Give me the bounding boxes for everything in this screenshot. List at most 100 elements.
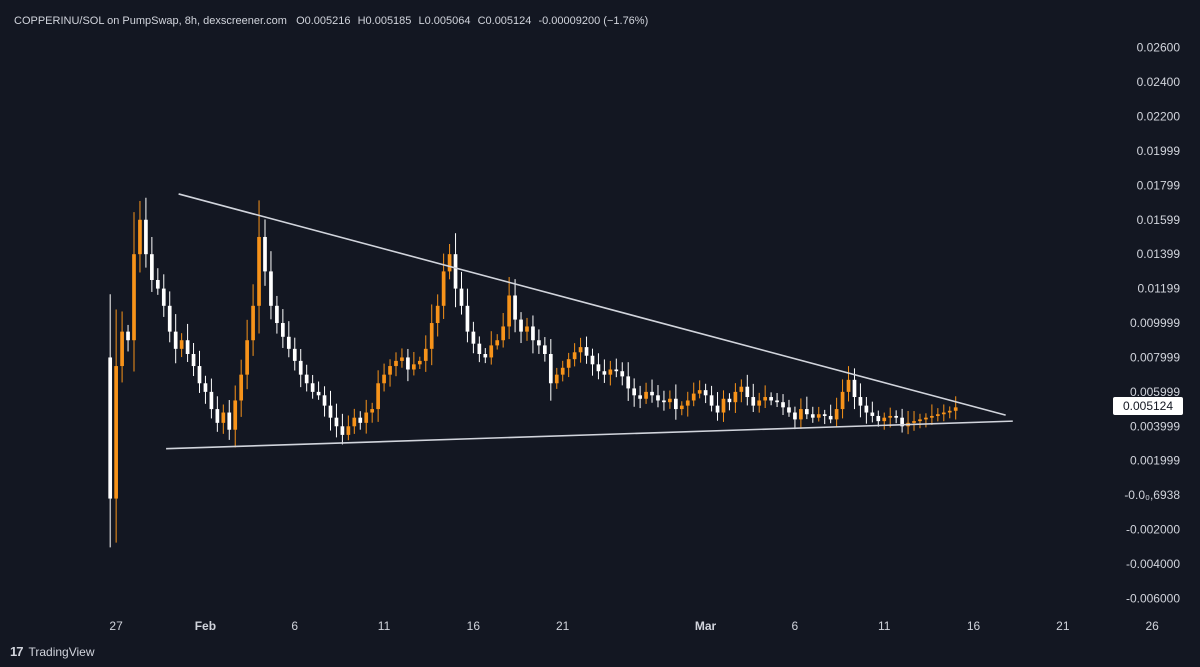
candle-body (584, 347, 589, 356)
candle-body (703, 390, 708, 396)
candle-body (286, 336, 291, 349)
candle-body (882, 417, 887, 422)
candle-body (233, 400, 238, 430)
candle-body (608, 369, 613, 375)
candle-body (650, 391, 654, 396)
candle-body (245, 340, 249, 375)
candle-body (417, 360, 422, 365)
candle-body (203, 383, 208, 392)
x-tick-label: 16 (967, 619, 981, 633)
x-tick-label: 21 (1056, 619, 1070, 633)
candle-body (900, 417, 904, 427)
candle-body (161, 288, 166, 306)
candle-body (126, 331, 130, 341)
candle-body (144, 219, 148, 255)
candle-body (251, 305, 255, 341)
y-tick-label: 0.02600 (1137, 41, 1181, 55)
candle-body (501, 326, 506, 341)
candle-body (912, 421, 916, 423)
candle-body (668, 398, 672, 403)
candle-body (763, 397, 768, 401)
candle-body (727, 398, 732, 403)
candle-body (644, 391, 648, 399)
candle-body (870, 412, 875, 416)
candle-body (578, 347, 583, 353)
tradingview-brand[interactable]: 17 TradingView (10, 644, 95, 659)
x-tick-label: 6 (792, 619, 799, 633)
candle-body (662, 400, 666, 403)
candle-body (733, 391, 738, 403)
candle-body (721, 398, 726, 413)
candle-body (423, 348, 428, 361)
candle-body (483, 354, 488, 358)
candle-body (626, 376, 631, 389)
y-tick-label: 0.001999 (1130, 454, 1180, 468)
candle-body (441, 271, 446, 306)
x-tick-label: 11 (378, 619, 391, 633)
candle-body (352, 417, 357, 427)
candle-body (888, 415, 893, 418)
x-tick-label: 16 (467, 619, 481, 633)
candle-body (394, 360, 398, 367)
candle-body (572, 352, 577, 360)
candle-body (489, 345, 494, 358)
candle-body (191, 354, 196, 367)
candle-body (632, 388, 637, 396)
candle-body (406, 357, 410, 370)
candle-body (155, 279, 160, 289)
candle-body (810, 414, 815, 418)
candle-body (787, 407, 791, 413)
candle-body (781, 402, 785, 408)
candle-body (941, 412, 946, 415)
candle-body (150, 254, 154, 280)
candle-body (447, 254, 452, 272)
candle-body (822, 414, 827, 416)
y-tick-label: 0.009999 (1130, 316, 1180, 330)
candle-body (846, 379, 851, 392)
candles-layer (108, 197, 958, 548)
candle-body (554, 374, 559, 384)
candle-body (328, 405, 333, 418)
time-axis: 27 Feb 6 11 16 21 Mar 6 11 16 21 26 (109, 619, 1159, 633)
candle-body (638, 395, 642, 399)
candle-body (459, 288, 464, 306)
candle-body (566, 359, 571, 368)
candle-body (947, 410, 952, 413)
candle-body (275, 305, 279, 324)
candle-body (138, 219, 142, 255)
candle-body (537, 340, 541, 346)
candle-body (876, 415, 881, 422)
candle-body (358, 417, 363, 423)
candle-body (745, 386, 750, 398)
candle-body (620, 371, 625, 377)
candle-body (108, 357, 113, 499)
candle-body (852, 379, 857, 398)
candle-body (173, 331, 178, 349)
candle-body (679, 405, 684, 410)
y-tick-label: 0.01199 (1138, 282, 1181, 296)
y-tick-label: 0.02200 (1137, 109, 1181, 123)
candle-body (834, 409, 839, 420)
candle-body (739, 386, 744, 392)
x-tick-label: Feb (195, 619, 216, 633)
candle-body (519, 319, 523, 332)
candle-body (495, 340, 500, 346)
y-tick-label: 0.003999 (1130, 419, 1180, 433)
candle-body (471, 331, 476, 344)
candle-body (840, 391, 845, 410)
candle-body (864, 405, 869, 413)
candle-body (334, 417, 339, 427)
x-tick-label: Mar (695, 619, 717, 633)
candle-body (513, 295, 517, 320)
y-tick-label: 0.01599 (1137, 213, 1181, 227)
high-value: 0.005185 (365, 15, 412, 27)
y-tick-label: 0.01999 (1137, 144, 1181, 158)
candle-body (257, 236, 261, 306)
candle-body (465, 305, 470, 332)
candle-body (179, 340, 184, 349)
trendline (178, 193, 1006, 416)
last-price-tag: 0.005124 (1113, 397, 1183, 415)
candle-body (804, 409, 809, 415)
y-tick-label: 0.01399 (1137, 247, 1181, 261)
